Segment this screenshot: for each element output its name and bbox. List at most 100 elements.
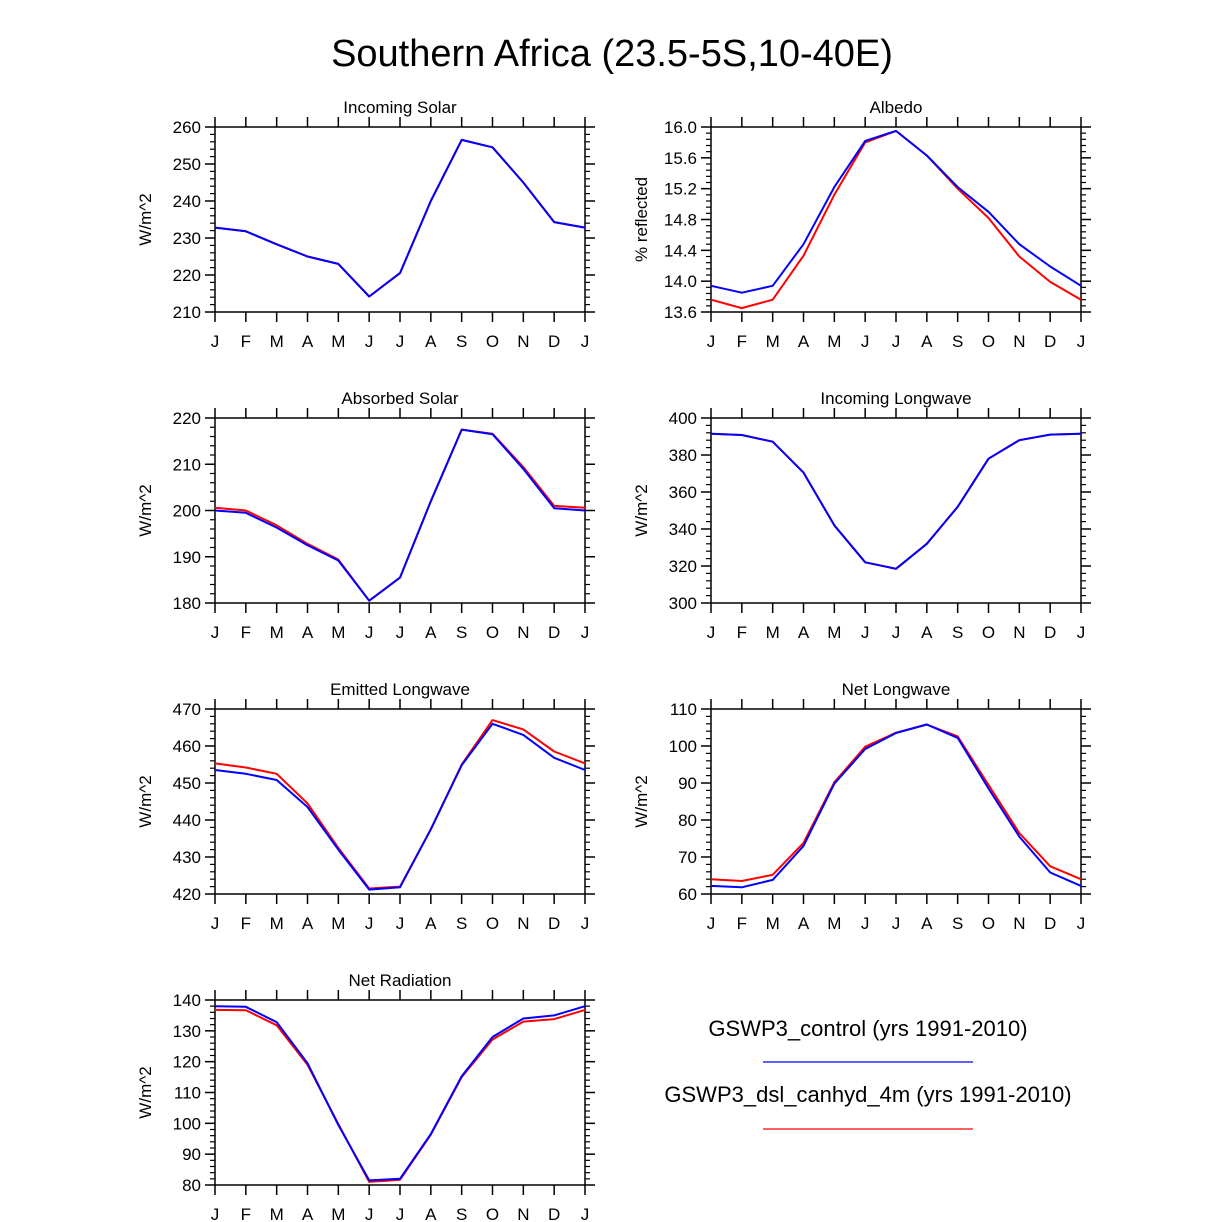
plot-frame bbox=[710, 708, 1082, 895]
x-tick-label: J bbox=[861, 332, 870, 351]
x-tick-label: J bbox=[861, 623, 870, 642]
x-tick-label: J bbox=[211, 332, 220, 351]
chart-panel: Incoming Longwave W/m^2 300 320 340 360 380 400… bbox=[632, 389, 1091, 642]
x-tick-label: O bbox=[486, 332, 499, 351]
y-tick-label: 60 bbox=[678, 885, 697, 904]
y-tick-label: 450 bbox=[173, 774, 201, 793]
x-tick-label: F bbox=[737, 914, 747, 933]
x-tick-label: O bbox=[486, 914, 499, 933]
plot-frame bbox=[214, 708, 586, 895]
x-tick-label: J bbox=[211, 914, 220, 933]
x-tick-label: N bbox=[1013, 914, 1025, 933]
x-tick-label: S bbox=[456, 332, 467, 351]
x-tick-label: F bbox=[737, 623, 747, 642]
y-tick-label: 220 bbox=[173, 266, 201, 285]
x-tick-label: F bbox=[241, 623, 251, 642]
x-tick-label: S bbox=[952, 914, 963, 933]
y-tick-label: 400 bbox=[669, 409, 697, 428]
x-tick-label: M bbox=[331, 332, 345, 351]
y-tick-label: 14.8 bbox=[664, 211, 697, 230]
chart-panel: Emitted Longwave W/m^2 420 430 440 450 460 470 J… bbox=[136, 680, 595, 933]
panel-title: Net Radiation bbox=[348, 971, 451, 990]
legend-label-control: GSWP3_control (yrs 1991-2010) bbox=[708, 1016, 1027, 1041]
x-tick-label: J bbox=[396, 914, 405, 933]
series-line-control bbox=[214, 722, 586, 891]
y-tick-label: 110 bbox=[670, 700, 697, 719]
x-tick-label: A bbox=[425, 332, 437, 351]
x-tick-label: A bbox=[798, 623, 810, 642]
x-tick-label: A bbox=[302, 623, 314, 642]
y-axis-label: W/m^2 bbox=[136, 484, 155, 536]
x-tick-label: A bbox=[425, 623, 437, 642]
y-tick-label: 15.2 bbox=[664, 180, 697, 199]
series-line-experiment bbox=[710, 432, 1082, 570]
y-tick-label: 220 bbox=[173, 409, 201, 428]
y-tick-label: 340 bbox=[669, 520, 697, 539]
x-tick-label: J bbox=[861, 914, 870, 933]
x-tick-label: J bbox=[892, 914, 901, 933]
x-tick-label: M bbox=[766, 914, 780, 933]
x-tick-label: J bbox=[396, 332, 405, 351]
series-line-control bbox=[710, 723, 1082, 889]
x-tick-label: J bbox=[211, 623, 220, 642]
y-axis-label: W/m^2 bbox=[136, 1066, 155, 1118]
x-tick-label: M bbox=[331, 1205, 345, 1222]
y-tick-label: 420 bbox=[173, 885, 201, 904]
x-tick-label: N bbox=[517, 623, 529, 642]
y-tick-label: 15.6 bbox=[664, 149, 697, 168]
plot-frame bbox=[214, 126, 586, 313]
y-tick-label: 16.0 bbox=[664, 118, 697, 137]
plot-frame bbox=[710, 417, 1082, 604]
series-line-experiment bbox=[214, 719, 586, 890]
x-tick-label: J bbox=[365, 623, 374, 642]
x-tick-label: J bbox=[365, 1205, 374, 1222]
x-tick-label: J bbox=[707, 332, 716, 351]
x-tick-label: M bbox=[827, 623, 841, 642]
y-tick-label: 80 bbox=[678, 811, 697, 830]
panel-title: Absorbed Solar bbox=[341, 389, 459, 408]
x-tick-label: J bbox=[211, 1205, 220, 1222]
y-tick-label: 200 bbox=[173, 502, 201, 521]
x-tick-label: J bbox=[365, 332, 374, 351]
x-tick-label: J bbox=[396, 1205, 405, 1222]
x-tick-label: D bbox=[1044, 914, 1056, 933]
x-tick-label: O bbox=[982, 623, 995, 642]
y-tick-label: 90 bbox=[678, 774, 697, 793]
panel-title: Incoming Longwave bbox=[820, 389, 971, 408]
x-tick-label: J bbox=[892, 332, 901, 351]
x-tick-label: A bbox=[921, 623, 933, 642]
x-tick-label: O bbox=[486, 623, 499, 642]
x-tick-label: A bbox=[302, 914, 314, 933]
x-tick-label: D bbox=[548, 623, 560, 642]
x-tick-label: M bbox=[766, 332, 780, 351]
y-tick-label: 320 bbox=[669, 557, 697, 576]
x-tick-label: A bbox=[798, 332, 810, 351]
y-tick-label: 260 bbox=[173, 118, 201, 137]
main-title: Southern Africa (23.5-5S,10-40E) bbox=[331, 33, 893, 75]
series-line-experiment bbox=[710, 129, 1082, 310]
x-tick-label: M bbox=[270, 914, 284, 933]
y-tick-label: 470 bbox=[173, 700, 201, 719]
y-axis-label: W/m^2 bbox=[632, 775, 651, 827]
y-tick-label: 90 bbox=[182, 1145, 201, 1164]
y-tick-label: 180 bbox=[173, 594, 201, 613]
x-tick-label: M bbox=[331, 914, 345, 933]
x-tick-label: M bbox=[270, 1205, 284, 1222]
x-tick-label: A bbox=[302, 332, 314, 351]
x-tick-label: M bbox=[270, 332, 284, 351]
x-tick-label: M bbox=[766, 623, 780, 642]
x-tick-label: F bbox=[737, 332, 747, 351]
y-tick-label: 440 bbox=[173, 811, 201, 830]
x-tick-label: O bbox=[486, 1205, 499, 1222]
x-tick-label: N bbox=[517, 914, 529, 933]
x-tick-label: S bbox=[952, 332, 963, 351]
x-tick-label: A bbox=[798, 914, 810, 933]
x-tick-label: J bbox=[892, 623, 901, 642]
panel-title: Net Longwave bbox=[842, 680, 951, 699]
x-tick-label: M bbox=[270, 623, 284, 642]
x-tick-label: J bbox=[1077, 623, 1086, 642]
y-tick-label: 110 bbox=[174, 1084, 201, 1103]
